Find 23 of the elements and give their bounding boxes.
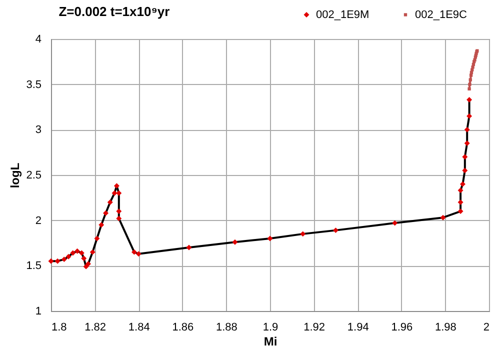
legend-label: 002_1E9M (316, 8, 370, 21)
y-tick-label: 2 (35, 214, 42, 227)
x-tick-label: 1.92 (304, 322, 326, 334)
x-tick-label: 1.96 (391, 322, 413, 334)
x-tick-label: 1.8 (52, 322, 67, 334)
y-tick-label: 1 (35, 306, 42, 318)
x-tick-label: 1.9 (262, 322, 278, 334)
x-axis-title: Mi (264, 334, 278, 348)
x-tick-label: 1.98 (434, 322, 456, 334)
x-tick-label: 2 (483, 322, 490, 334)
x-tick-label: 1.82 (84, 322, 106, 334)
legend-label: 002_1E9C (415, 8, 468, 21)
x-tick-label: 1.86 (172, 322, 194, 334)
y-tick-label: 3 (35, 124, 42, 136)
chart-title: Z=0.002 t=1x10⁹yr (58, 4, 170, 19)
x-tick-label: 1.88 (216, 322, 238, 334)
y-tick-label: 1.5 (26, 260, 42, 272)
y-tick-label: 3.5 (26, 78, 42, 91)
y-tick-label: 4 (35, 34, 42, 46)
y-tick-label: 2.5 (26, 170, 42, 182)
x-tick-label: 1.84 (128, 322, 150, 334)
x-tick-label: 1.94 (347, 322, 369, 334)
y-axis-title: logL (8, 162, 22, 188)
